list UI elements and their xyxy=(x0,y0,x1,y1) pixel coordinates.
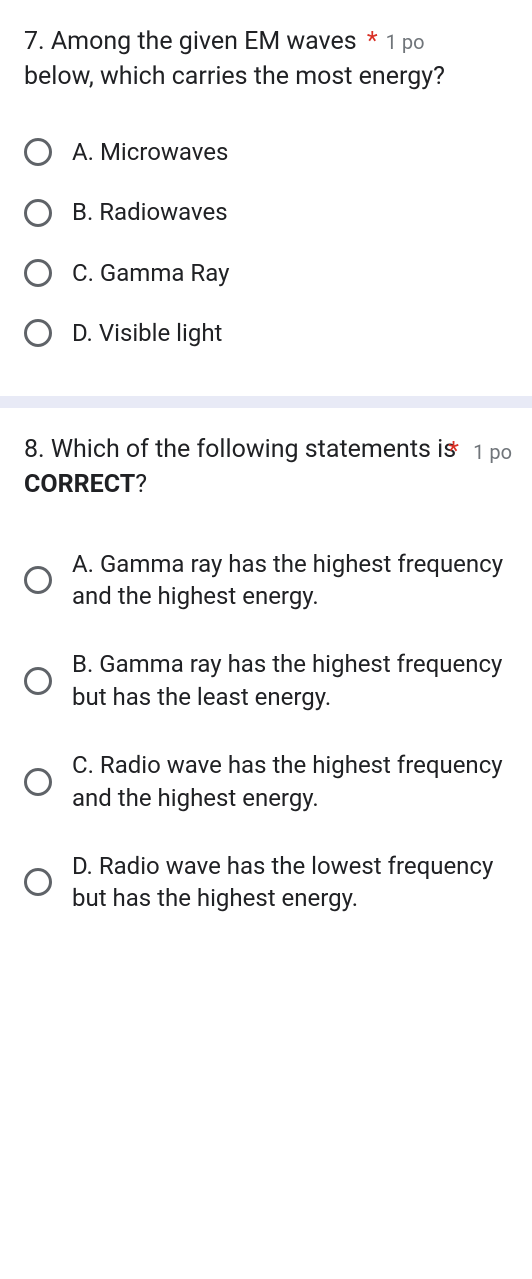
option-row[interactable]: C. Radio wave has the highest frequency … xyxy=(24,731,508,832)
question-prompt-bold: CORRECT xyxy=(24,470,135,499)
question-prompt-text: 7. Among the given EM waves xyxy=(24,27,363,56)
question-prompt: 8. Which of the following statements is … xyxy=(24,432,508,502)
radio-unchecked-icon xyxy=(24,868,52,896)
question-prompt-text-cont: below, which carries the most energy? xyxy=(24,62,445,91)
options-group: A. Microwaves B. Radiowaves C. Gamma Ray… xyxy=(24,122,508,364)
radio-unchecked-icon xyxy=(24,566,52,594)
question-points: 1 po xyxy=(386,26,425,54)
option-label: B. Gamma ray has the highest frequency b… xyxy=(72,648,508,713)
option-row[interactable]: D. Radio wave has the lowest frequency b… xyxy=(24,832,508,933)
option-row[interactable]: B. Gamma ray has the highest frequency b… xyxy=(24,630,508,731)
radio-unchecked-icon xyxy=(24,667,52,695)
question-prompt: 7. Among the given EM waves * 1 po below,… xyxy=(24,24,508,94)
question-prompt-text-tail: ? xyxy=(135,470,147,499)
card-divider xyxy=(0,396,532,408)
options-group: A. Gamma ray has the highest frequency a… xyxy=(24,530,508,933)
question-card: 7. Among the given EM waves * 1 po below,… xyxy=(0,0,532,396)
option-row[interactable]: A. Gamma ray has the highest frequency a… xyxy=(24,530,508,631)
option-label: D. Radio wave has the lowest frequency b… xyxy=(72,850,508,915)
radio-unchecked-icon xyxy=(24,199,52,227)
question-header: 7. Among the given EM waves * 1 po below,… xyxy=(24,24,508,94)
option-label: A. Microwaves xyxy=(72,136,228,168)
required-asterisk: * xyxy=(367,27,378,56)
option-row[interactable]: A. Microwaves xyxy=(24,122,508,182)
question-header: 8. Which of the following statements is … xyxy=(24,432,508,502)
option-label: D. Visible light xyxy=(72,317,222,349)
option-row[interactable]: D. Visible light xyxy=(24,303,508,363)
question-card: 8. Which of the following statements is … xyxy=(0,408,532,965)
radio-unchecked-icon xyxy=(24,319,52,347)
option-row[interactable]: B. Radiowaves xyxy=(24,182,508,242)
option-label: C. Gamma Ray xyxy=(72,257,229,289)
option-label: A. Gamma ray has the highest frequency a… xyxy=(72,548,508,613)
radio-unchecked-icon xyxy=(24,768,52,796)
radio-unchecked-icon xyxy=(24,138,52,166)
question-prompt-text: 8. Which of the following statements is xyxy=(24,435,456,464)
option-label: C. Radio wave has the highest frequency … xyxy=(72,749,508,814)
question-points: 1 po xyxy=(473,436,512,464)
option-label: B. Radiowaves xyxy=(72,196,228,228)
required-asterisk: * xyxy=(448,437,459,466)
radio-unchecked-icon xyxy=(24,259,52,287)
option-row[interactable]: C. Gamma Ray xyxy=(24,243,508,303)
